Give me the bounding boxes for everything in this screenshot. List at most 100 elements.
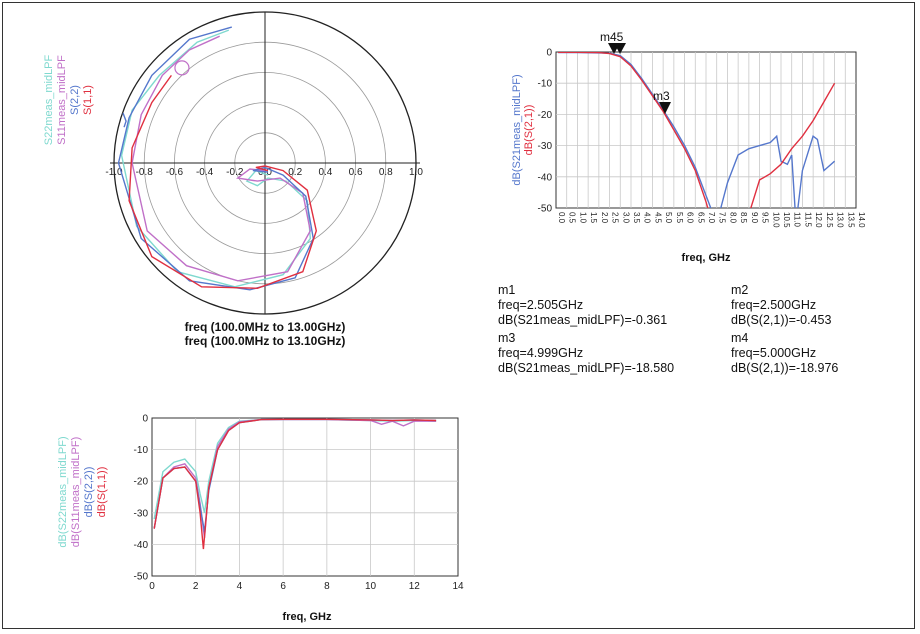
x-tick-label: 0 (149, 581, 155, 592)
marker-readout-m4: m4 freq=5.000GHz dB(S(2,1))=-18.976 (731, 316, 838, 376)
legend-entry: dB(S21meas_midLPF) (511, 74, 523, 185)
smith-caption-1: freq (100.0MHz to 13.00GHz) (185, 320, 346, 334)
smith-tick-label: -1.0 (105, 167, 123, 178)
s21-grid (555, 51, 857, 209)
series-line-2 (558, 52, 836, 208)
s21-legend: dB(S21meas_midLPF) dB(S(2,1)) (511, 74, 535, 185)
marker-name: m3 (498, 331, 516, 345)
x-tick-label: 12 (409, 581, 421, 592)
smith-tick-label: 0.6 (349, 167, 363, 178)
marker-value: dB(S21meas_midLPF)=-0.361 (498, 313, 668, 327)
s21-marker-m3[interactable]: m3 (653, 89, 671, 114)
x-tick-label: 5.0 (664, 212, 673, 224)
marker-name: m4 (731, 331, 749, 345)
x-tick-label: 14 (452, 581, 464, 592)
x-tick-label: 5.5 (675, 212, 684, 224)
x-tick-label: 2.0 (600, 212, 609, 224)
marker-value: dB(S21meas_midLPF)=-18.580 (498, 361, 675, 375)
y-tick-label: -10 (538, 79, 553, 90)
s21-xlabel: freq, GHz (682, 252, 731, 264)
x-tick-label: 9.0 (750, 212, 759, 224)
x-tick-label: 8 (324, 581, 330, 592)
refl-xlabel: freq, GHz (283, 611, 332, 623)
smith-legend: S22meas_midLPF S11meas_midLPF S(2,2) S(1,1) (43, 54, 94, 145)
legend-entry: dB(S(2,2)) (83, 467, 95, 518)
smith-legend-entry: S(1,1) (82, 85, 94, 115)
refl-traces (153, 418, 437, 550)
series-line-4 (153, 418, 437, 550)
y-tick-label: -50 (134, 572, 149, 583)
x-tick-label: 6.0 (686, 212, 695, 224)
smith-trace-s22meas (120, 29, 312, 288)
smith-tick-label: 0.8 (379, 167, 393, 178)
x-tick-label: 10.0 (771, 212, 780, 228)
refl-tick-labels: 0 2 4 6 8 10 12 14 0 -10 -20 -30 -40 -50 (134, 414, 464, 593)
x-tick-label: 11.0 (793, 212, 802, 228)
marker-label-m45: m45 (600, 30, 624, 44)
marker-value: dB(S(2,1))=-18.976 (731, 361, 839, 375)
smith-caption-2: freq (100.0MHz to 13.10GHz) (185, 334, 346, 348)
smith-trace-s11 (128, 74, 318, 290)
x-tick-label: 1.5 (589, 212, 598, 224)
series-line-2 (153, 418, 437, 539)
smith-tick-label: 1.0 (409, 167, 423, 178)
smith-legend-entry: S(2,2) (69, 85, 81, 115)
smith-chart: -1.0 -0.8 -0.6 -0.4 -0.2 0.0 0.2 0.4 0.6 0.8 1.0 S… (43, 11, 423, 348)
y-tick-label: -30 (134, 508, 149, 519)
marker-readout-m1: m1 freq=2.505GHz dB(S21meas_midLPF)=-0.3… (498, 268, 667, 328)
x-tick-label: 3.0 (621, 212, 630, 224)
marker-freq: freq=2.505GHz (498, 298, 584, 312)
s21-tick-labels: 0.0 0.5 1.0 1.5 2.0 2.5 3.0 3.5 4.0 4.5 5.0 5.5 6.0 6… (538, 48, 866, 229)
marker-label-m3: m3 (653, 89, 670, 103)
x-tick-label: 7.0 (707, 212, 716, 224)
x-tick-label: 4 (237, 581, 243, 592)
smith-tick-label: -0.2 (226, 167, 244, 178)
x-tick-label: 4.0 (643, 212, 652, 224)
x-tick-label: 0.5 (568, 212, 577, 224)
marker-triangle-icon (659, 102, 671, 114)
x-tick-label: 3.5 (632, 212, 641, 224)
y-tick-label: -50 (538, 204, 553, 215)
x-tick-label: 4.5 (653, 212, 662, 224)
marker-readout-m3: m3 freq=4.999GHz dB(S21meas_midLPF)=-18.… (498, 316, 674, 376)
marker-triangle-icon (614, 43, 626, 54)
y-tick-label: -40 (134, 540, 149, 551)
x-tick-label: 13.5 (846, 212, 855, 228)
x-tick-label: 2 (193, 581, 199, 592)
legend-entry: dB(S(2,1)) (523, 105, 535, 156)
x-tick-label: 13.0 (836, 212, 845, 228)
y-tick-label: -10 (134, 445, 149, 456)
marker-name: m1 (498, 283, 516, 297)
x-tick-label: 9.5 (761, 212, 770, 224)
y-tick-label: 0 (142, 414, 148, 425)
marker-freq: freq=2.500GHz (731, 298, 817, 312)
x-tick-label: 14.0 (857, 212, 866, 228)
smith-grid (110, 11, 420, 315)
x-tick-label: 8.0 (728, 212, 737, 224)
smith-tick-label: -0.4 (196, 167, 214, 178)
smith-trace-s22 (117, 26, 315, 291)
x-tick-label: 0.0 (557, 212, 566, 224)
smith-traces (117, 26, 318, 291)
x-tick-label: 12.5 (825, 212, 834, 228)
smith-legend-entry: S11meas_midLPF (56, 55, 68, 145)
marker-readout-m2: m2 freq=2.500GHz dB(S(2,1))=-0.453 (731, 268, 831, 328)
x-tick-label: 10 (365, 581, 377, 592)
smith-real-axis-ticks: -1.0 -0.8 -0.6 -0.4 -0.2 0.0 0.2 0.4 0.6 0.8 1.0 (105, 167, 423, 178)
marker-freq: freq=5.000GHz (731, 346, 817, 360)
s21-marker-m45[interactable]: m45 (600, 30, 626, 54)
smith-tick-label: -0.8 (136, 167, 154, 178)
x-tick-label: 12.0 (814, 212, 823, 228)
series-line-1 (558, 52, 836, 208)
x-tick-label: 7.5 (718, 212, 727, 224)
marker-freq: freq=4.999GHz (498, 346, 584, 360)
marker-name: m2 (731, 283, 749, 297)
legend-entry: dB(S(1,1)) (96, 467, 108, 518)
plot-area (151, 417, 459, 577)
refl-legend: dB(S22meas_midLPF) dB(S11meas_midLPF) dB(S… (57, 436, 108, 547)
smith-tick-label: -0.6 (166, 167, 184, 178)
smith-tick-label: 0.4 (318, 167, 332, 178)
smith-trace-s11meas (131, 35, 312, 282)
y-tick-label: -30 (538, 141, 553, 152)
